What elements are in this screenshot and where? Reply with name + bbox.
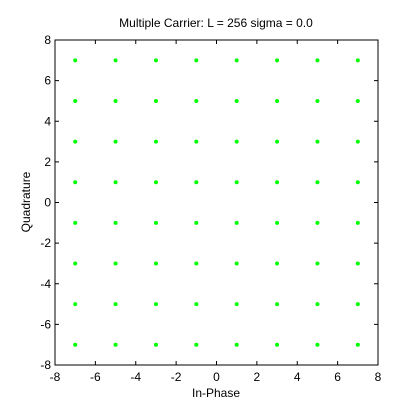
y-tick-label: 0 (44, 196, 51, 210)
data-point (73, 261, 78, 266)
data-point (113, 180, 118, 185)
y-tick-label: 8 (44, 33, 51, 47)
data-point (234, 342, 239, 347)
data-point (355, 180, 360, 185)
data-point (275, 342, 280, 347)
x-tick-label: 6 (334, 370, 341, 384)
y-tick-label: -4 (40, 277, 51, 291)
data-point (113, 139, 118, 144)
data-point (234, 180, 239, 185)
data-point (315, 98, 320, 103)
x-tick-label: 8 (375, 370, 382, 384)
data-point (275, 220, 280, 225)
data-point (315, 220, 320, 225)
data-point (275, 139, 280, 144)
x-tick-label: -8 (50, 370, 61, 384)
data-point (113, 58, 118, 63)
y-tick-label: 6 (44, 74, 51, 88)
data-point (73, 58, 78, 63)
data-point (355, 261, 360, 266)
data-point (315, 302, 320, 307)
data-point (153, 220, 158, 225)
data-point (73, 220, 78, 225)
data-point (234, 98, 239, 103)
data-point (355, 342, 360, 347)
x-tick-label: -4 (130, 370, 141, 384)
y-tick-label: -6 (40, 317, 51, 331)
data-point (315, 180, 320, 185)
data-point (234, 58, 239, 63)
data-point (275, 261, 280, 266)
data-point (73, 98, 78, 103)
data-point (153, 302, 158, 307)
y-axis-ticks: -8 -6 -4 -2 0 2 4 6 8 (40, 33, 378, 372)
data-point (73, 302, 78, 307)
data-point (275, 302, 280, 307)
x-tick-label: -6 (90, 370, 101, 384)
y-tick-label: 4 (44, 114, 51, 128)
data-point (153, 180, 158, 185)
data-point (355, 220, 360, 225)
y-axis-label: Quadrature (19, 171, 33, 232)
data-point (315, 261, 320, 266)
data-point (113, 302, 118, 307)
data-point (113, 342, 118, 347)
data-point (73, 139, 78, 144)
data-point (113, 98, 118, 103)
data-point (355, 139, 360, 144)
plot-area (54, 39, 379, 366)
chart-title: Multiple Carrier: L = 256 sigma = 0.0 (119, 16, 313, 30)
data-point (194, 342, 199, 347)
y-tick-label: -2 (40, 236, 51, 250)
data-point (73, 180, 78, 185)
data-point (234, 220, 239, 225)
data-point (194, 220, 199, 225)
data-point (315, 139, 320, 144)
y-tick-label: -8 (40, 358, 51, 372)
data-point (153, 342, 158, 347)
data-point (153, 98, 158, 103)
data-point (355, 58, 360, 63)
data-point (275, 58, 280, 63)
data-point (234, 302, 239, 307)
x-tick-label: 4 (294, 370, 301, 384)
data-point (194, 261, 199, 266)
data-point (275, 180, 280, 185)
data-point (113, 261, 118, 266)
data-point (234, 139, 239, 144)
data-point (355, 98, 360, 103)
data-point (234, 261, 239, 266)
data-point (153, 58, 158, 63)
data-points (73, 58, 360, 347)
data-point (315, 58, 320, 63)
data-point (194, 180, 199, 185)
data-point (315, 342, 320, 347)
x-axis-ticks: -8 -6 -4 -2 0 2 4 6 8 (50, 40, 382, 384)
data-point (355, 302, 360, 307)
data-point (275, 98, 280, 103)
x-tick-label: -2 (171, 370, 182, 384)
x-tick-label: 2 (254, 370, 261, 384)
data-point (194, 98, 199, 103)
data-point (153, 139, 158, 144)
data-point (73, 342, 78, 347)
data-point (194, 58, 199, 63)
data-point (153, 261, 158, 266)
data-point (194, 302, 199, 307)
data-point (194, 139, 199, 144)
y-tick-label: 2 (44, 155, 51, 169)
x-axis-label: In-Phase (192, 386, 240, 400)
x-tick-label: 0 (213, 370, 220, 384)
data-point (113, 220, 118, 225)
